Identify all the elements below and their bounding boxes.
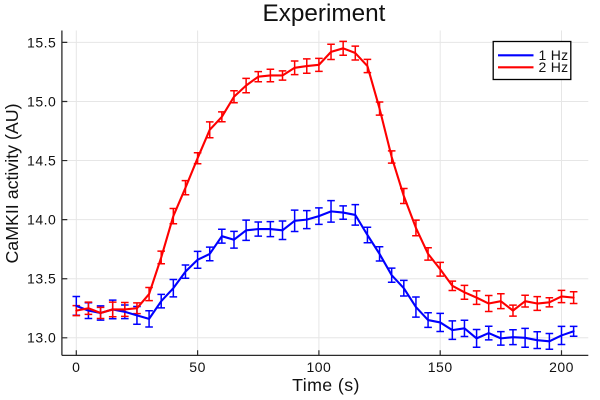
svg-text:200: 200 bbox=[549, 359, 574, 375]
svg-text:13.0: 13.0 bbox=[27, 330, 56, 346]
svg-text:Time (s): Time (s) bbox=[292, 375, 360, 395]
svg-text:14.0: 14.0 bbox=[27, 212, 56, 228]
svg-text:15.5: 15.5 bbox=[27, 34, 56, 50]
svg-text:150: 150 bbox=[428, 359, 453, 375]
svg-text:50: 50 bbox=[189, 359, 206, 375]
svg-text:2 Hz: 2 Hz bbox=[539, 59, 569, 75]
svg-text:13.5: 13.5 bbox=[27, 271, 56, 287]
svg-text:0: 0 bbox=[72, 359, 80, 375]
svg-text:Experiment: Experiment bbox=[263, 0, 386, 27]
svg-text:14.5: 14.5 bbox=[27, 152, 56, 168]
svg-text:15.0: 15.0 bbox=[27, 93, 56, 109]
svg-text:CaMKII activity (AU): CaMKII activity (AU) bbox=[2, 103, 22, 263]
svg-text:100: 100 bbox=[306, 359, 331, 375]
svg-text:1 Hz: 1 Hz bbox=[539, 47, 569, 63]
